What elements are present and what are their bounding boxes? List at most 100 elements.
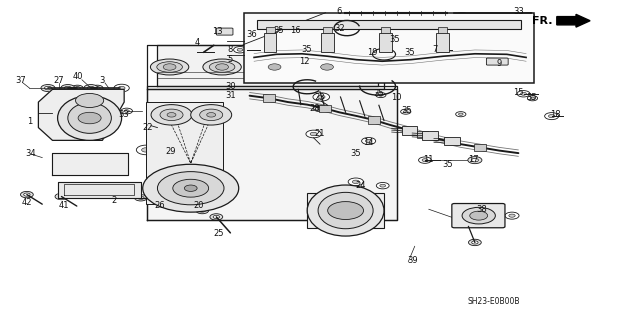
Text: 32: 32 [334, 24, 344, 33]
Bar [436, 33, 449, 52]
Circle shape [61, 162, 67, 166]
Circle shape [41, 85, 55, 92]
Circle shape [220, 29, 229, 34]
FancyArrow shape [557, 14, 590, 27]
Text: 19: 19 [367, 48, 378, 57]
Text: 40: 40 [73, 72, 83, 81]
Text: 35: 35 [374, 89, 384, 98]
Circle shape [468, 239, 481, 246]
Circle shape [365, 139, 372, 143]
Polygon shape [38, 89, 124, 140]
FancyBboxPatch shape [244, 13, 534, 83]
Text: 33: 33 [119, 110, 129, 119]
Circle shape [141, 148, 150, 152]
Text: 20: 20 [193, 201, 204, 210]
Circle shape [151, 105, 192, 125]
Circle shape [105, 160, 119, 167]
Circle shape [413, 52, 419, 55]
Text: 35: 35 [389, 35, 399, 44]
Circle shape [207, 113, 216, 117]
Circle shape [160, 109, 183, 121]
Circle shape [200, 109, 223, 121]
Text: 16: 16 [291, 26, 301, 35]
Text: 28: 28 [310, 104, 320, 113]
Circle shape [306, 35, 311, 38]
Circle shape [124, 110, 129, 112]
Circle shape [419, 157, 431, 163]
Text: 35: 35 [404, 48, 415, 57]
Text: 38: 38 [476, 205, 486, 214]
Circle shape [456, 112, 466, 117]
Circle shape [83, 160, 97, 167]
Ellipse shape [314, 62, 340, 72]
Text: SH23-E0B00B: SH23-E0B00B [467, 297, 520, 306]
Circle shape [76, 93, 104, 108]
Circle shape [306, 130, 321, 138]
Circle shape [134, 195, 147, 201]
Circle shape [118, 87, 123, 90]
Text: 23: 23 [315, 93, 325, 102]
Circle shape [287, 29, 298, 35]
Circle shape [303, 34, 314, 40]
Text: 26: 26 [155, 201, 165, 210]
Circle shape [61, 85, 75, 92]
Text: 31: 31 [225, 91, 236, 100]
Circle shape [328, 202, 364, 219]
Bar [402, 126, 417, 135]
Text: 41: 41 [59, 201, 69, 210]
Text: 33: 33 [513, 7, 524, 16]
Ellipse shape [262, 62, 287, 72]
Circle shape [509, 214, 515, 217]
Circle shape [70, 188, 77, 191]
Ellipse shape [255, 59, 294, 75]
Circle shape [199, 209, 205, 212]
Text: 22: 22 [142, 123, 152, 132]
Text: 3: 3 [100, 76, 105, 85]
Bar [379, 33, 392, 52]
Text: 4: 4 [195, 38, 200, 47]
Text: 35: 35 [526, 93, 536, 102]
Bar [263, 94, 275, 102]
Circle shape [353, 180, 359, 183]
Circle shape [258, 33, 269, 39]
Text: 29: 29 [165, 147, 175, 156]
FancyBboxPatch shape [486, 58, 508, 65]
Circle shape [526, 14, 531, 17]
Circle shape [378, 94, 383, 96]
Text: 35: 35 [402, 106, 412, 115]
Circle shape [196, 207, 209, 214]
Circle shape [470, 211, 488, 220]
Circle shape [468, 157, 482, 164]
Circle shape [167, 113, 176, 117]
Circle shape [376, 182, 389, 189]
Circle shape [24, 193, 30, 196]
Text: 39: 39 [407, 256, 417, 265]
Circle shape [138, 196, 144, 199]
Text: 9: 9 [497, 59, 502, 68]
Circle shape [213, 215, 220, 219]
Circle shape [472, 241, 478, 244]
Circle shape [223, 31, 227, 33]
Circle shape [92, 186, 107, 194]
Ellipse shape [157, 62, 182, 72]
Text: 25: 25 [214, 229, 224, 238]
Circle shape [521, 93, 526, 95]
Circle shape [155, 147, 170, 154]
Circle shape [411, 51, 421, 56]
Circle shape [436, 49, 442, 52]
Text: 17: 17 [468, 155, 479, 164]
Text: 11: 11 [424, 155, 434, 164]
Ellipse shape [307, 185, 384, 236]
Circle shape [122, 188, 128, 191]
Circle shape [157, 172, 224, 205]
Circle shape [456, 12, 468, 18]
Circle shape [159, 149, 166, 152]
Circle shape [20, 191, 33, 198]
Text: 8: 8 [228, 45, 233, 54]
Circle shape [341, 30, 353, 35]
Circle shape [317, 95, 325, 99]
Text: 12: 12 [300, 57, 310, 66]
Polygon shape [147, 86, 397, 220]
Circle shape [403, 110, 408, 113]
Ellipse shape [68, 103, 111, 133]
